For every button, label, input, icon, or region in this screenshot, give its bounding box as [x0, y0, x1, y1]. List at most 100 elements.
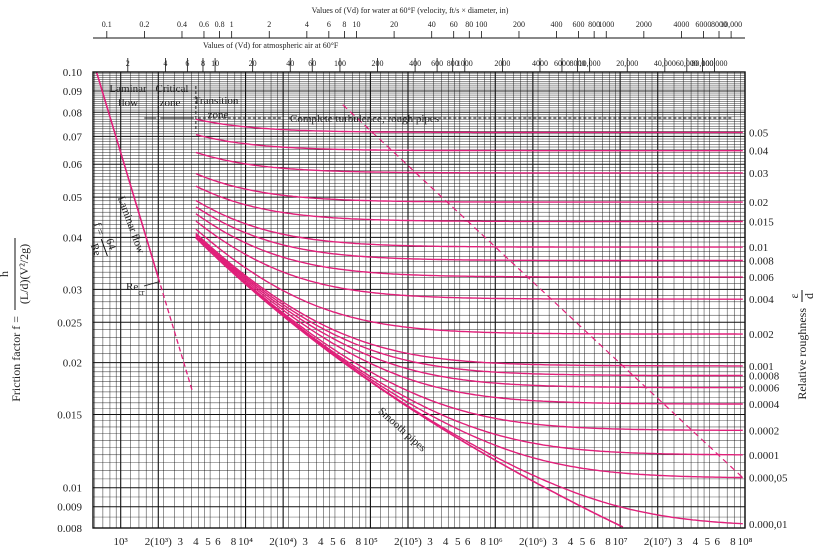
top-water-tick-label: 0.8: [215, 20, 225, 29]
x-tick-label: 4: [568, 536, 574, 548]
annot-formula-numerator: 64: [103, 237, 118, 252]
top-water-tick-label: 80: [465, 20, 473, 29]
top-air-tick-label: 10,000: [579, 59, 601, 68]
top-water-tick-label: 2000: [636, 20, 652, 29]
y-tick-label: 0.08: [63, 107, 83, 119]
x-tick-label: 8: [605, 536, 611, 548]
top-water-tick-label: 1: [230, 20, 234, 29]
roughness-curve: [195, 228, 743, 335]
y-tick-label: 0.04: [63, 232, 83, 244]
x-tick-label: 6: [715, 536, 721, 548]
x-tick-label: 2(10⁴): [269, 536, 297, 548]
top-water-tick-label: 6: [327, 20, 331, 29]
annot-formula-denominator: Re: [88, 242, 103, 258]
top-air-tick-label: 6000: [554, 59, 570, 68]
top-water-tick-label: 4000: [673, 20, 689, 29]
annot-recr-leader: [143, 281, 159, 287]
x-tick-label: 8: [730, 536, 736, 548]
x-tick-label: 4: [318, 536, 324, 548]
grid-lines: [93, 71, 746, 529]
top-air-tick-label: 2: [126, 59, 130, 68]
top-water-title: Values of (Vd) for water at 60°F (veloci…: [312, 6, 509, 15]
annot-transition-zone: zone: [208, 109, 229, 121]
top-water-tick-label: 1000: [598, 20, 614, 29]
x-tick-label: 10³: [114, 536, 129, 548]
roughness-label: 0.0006: [749, 383, 780, 395]
roughness-label: 0.0002: [749, 425, 779, 437]
top-air-tick-label: 60,000: [676, 59, 698, 68]
roughness-label: 0.001: [749, 361, 774, 373]
top-water-tick-label: 0.2: [139, 20, 149, 29]
y-tick-label: 0.015: [57, 410, 82, 422]
x-tick-label: 3: [427, 536, 433, 548]
top-air-tick-label: 8000: [570, 59, 586, 68]
top-water-tick-label: 10: [353, 20, 361, 29]
top-water-tick-label: 0.4: [177, 20, 187, 29]
x-tick-label: 10⁸: [738, 536, 753, 548]
smooth-pipe-curve: [195, 237, 624, 528]
annot-transition: Transition: [194, 95, 239, 107]
roughness-curve: [195, 233, 743, 377]
top-air-tick-label: 1000: [457, 59, 473, 68]
y-tick-label: 0.009: [57, 502, 82, 514]
top-water-tick-label: 20: [390, 20, 398, 29]
y-tick-label: 0.10: [63, 67, 83, 79]
annot-formula-lhs: f =: [91, 221, 107, 237]
x-tick-label: 2(10⁵): [394, 536, 422, 548]
top-air-tick-label: 400: [409, 59, 421, 68]
x-tick-label: 2(10⁶): [519, 536, 547, 548]
roughness-curve: [195, 213, 743, 278]
top-air-tick-label: 80,000: [691, 59, 713, 68]
y-axis-title: Friction factor f = h (L/d)(V²/2g): [0, 238, 31, 402]
laminar-flow-line: [95, 71, 160, 278]
y-tick-label: 0.01: [63, 483, 82, 495]
top-water-tick-label: 2: [267, 20, 271, 29]
top-air-tick-label: 60: [308, 59, 316, 68]
x-tick-label: 5: [330, 536, 336, 548]
y-axis-title-text: Friction factor f =: [9, 316, 23, 402]
annot-laminar-flow: flow: [118, 97, 138, 109]
roughness-label: 0.000,05: [749, 473, 788, 485]
x-tick-label: 4: [443, 536, 449, 548]
y-tick-label: 0.09: [63, 86, 83, 98]
roughness-curve: [195, 206, 743, 262]
annot-complete-turbulence: Complete turbulence, rough pipes: [290, 113, 439, 125]
x-tick-label: 5: [705, 536, 711, 548]
x-tick-label: 3: [178, 536, 184, 548]
roughness-label: 0.0001: [749, 450, 779, 462]
roughness-curve: [195, 199, 743, 248]
roughness-curve: [195, 234, 743, 389]
x-tick-label: 4: [193, 536, 199, 548]
top-water-tick-label: 100: [475, 20, 487, 29]
top-water-tick-label: 60: [450, 20, 458, 29]
top-air-tick-label: 20: [249, 59, 257, 68]
x-tick-label: 10⁴: [238, 536, 253, 548]
x-tick-label: 8: [231, 536, 237, 548]
y2-axis-title: Relative roughness ε d: [787, 290, 816, 400]
roughness-label: 0.008: [749, 256, 774, 268]
roughness-label: 0.0004: [749, 399, 780, 411]
roughness-curve: [195, 185, 743, 223]
top-air-tick-label: 40: [286, 59, 294, 68]
annot-laminar: Laminar: [109, 83, 147, 95]
x-tick-label: 10⁶: [488, 536, 503, 548]
x-tick-label: 6: [340, 536, 346, 548]
x-tick-label: 3: [552, 536, 558, 548]
plot-frame: [92, 71, 746, 529]
top-water-tick-label: 800: [588, 20, 600, 29]
top-air-tick-label: 10: [211, 59, 219, 68]
roughness-label: 0.000,01: [749, 519, 788, 531]
roughness-curve: [195, 220, 743, 300]
top-water-tick-label: 600: [573, 20, 585, 29]
y-tick-label: 0.02: [63, 358, 82, 370]
y2-axis-title-text: Relative roughness: [795, 308, 809, 400]
y-tick-label: 0.03: [63, 284, 83, 296]
top-axes: Values of (Vd) for water at 60°F (veloci…: [93, 6, 745, 73]
x-tick-label: 3: [677, 536, 683, 548]
top-water-tick-label: 8000: [711, 20, 727, 29]
top-air-tick-label: 40,000: [654, 59, 676, 68]
x-tick-label: 10⁵: [363, 536, 378, 548]
roughness-label: 0.006: [749, 272, 774, 284]
complete-turbulence-boundary: [342, 104, 746, 480]
roughness-curve: [195, 235, 743, 405]
